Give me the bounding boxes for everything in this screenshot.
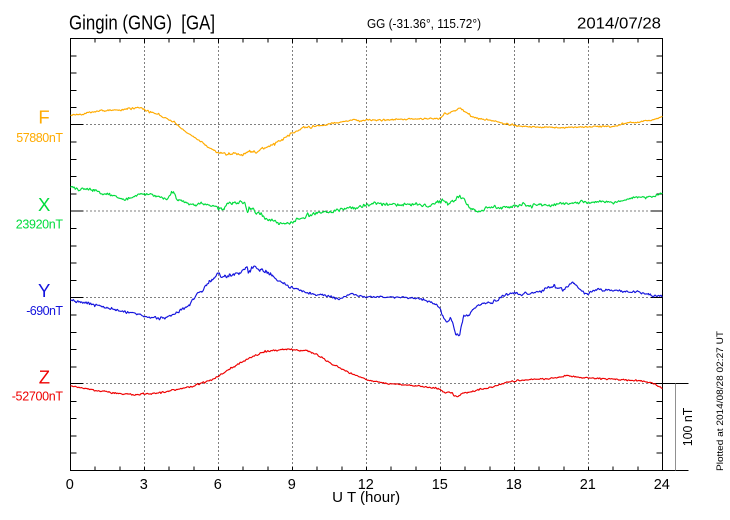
svg-text:-690nT: -690nT (26, 304, 63, 318)
svg-text:21: 21 (580, 477, 596, 493)
svg-text:9: 9 (288, 477, 296, 493)
svg-text:Y: Y (38, 280, 50, 301)
svg-text:2014/07/28: 2014/07/28 (577, 16, 661, 33)
svg-text:3: 3 (140, 477, 148, 493)
svg-text:-52700nT: -52700nT (12, 390, 64, 404)
svg-text:Plotted at 2014/08/28 02:27 UT: Plotted at 2014/08/28 02:27 UT (715, 330, 725, 471)
svg-text:Z: Z (39, 367, 50, 388)
svg-text:15: 15 (432, 477, 448, 493)
svg-text:F: F (38, 107, 49, 128)
svg-text:12: 12 (358, 477, 374, 493)
svg-text:Gingin (GNG) [GA]: Gingin (GNG) [GA] (69, 13, 215, 35)
svg-text:6: 6 (214, 477, 222, 493)
svg-text:23920nT: 23920nT (16, 218, 64, 232)
svg-text:U T (hour): U T (hour) (332, 489, 400, 506)
svg-text:57880nT: 57880nT (16, 131, 63, 145)
svg-text:18: 18 (506, 477, 522, 493)
svg-text:100 nT: 100 nT (681, 407, 695, 446)
svg-text:0: 0 (66, 477, 74, 493)
svg-text:X: X (38, 194, 50, 215)
svg-text:GG (-31.36°, 115.72°): GG (-31.36°, 115.72°) (367, 17, 481, 31)
svg-text:24: 24 (654, 477, 670, 493)
